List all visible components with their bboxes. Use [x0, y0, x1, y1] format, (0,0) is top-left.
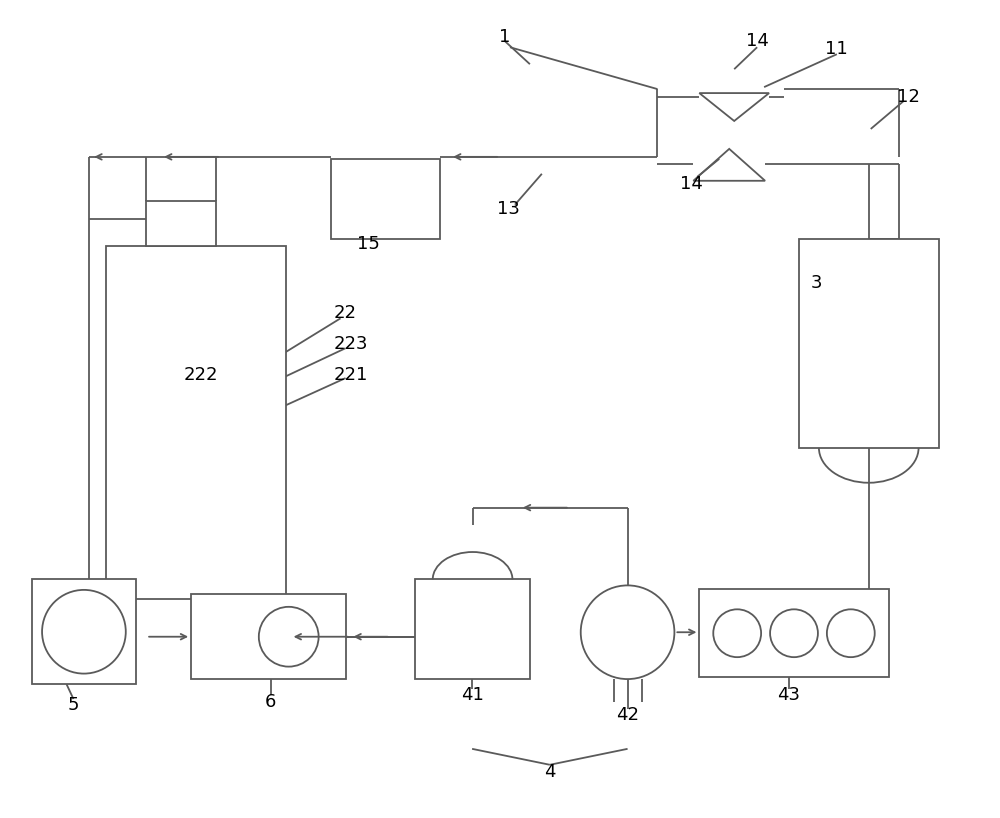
Text: 221: 221 — [333, 366, 368, 384]
Text: 6: 6 — [265, 693, 276, 711]
FancyBboxPatch shape — [799, 239, 939, 448]
Text: 3: 3 — [811, 274, 823, 292]
Text: 12: 12 — [897, 88, 920, 106]
FancyBboxPatch shape — [146, 200, 216, 245]
Text: 222: 222 — [184, 366, 218, 384]
Text: 223: 223 — [333, 335, 368, 353]
Text: 42: 42 — [616, 706, 639, 724]
Text: 14: 14 — [746, 32, 769, 50]
Text: 14: 14 — [680, 175, 703, 193]
Text: 41: 41 — [461, 686, 484, 704]
FancyBboxPatch shape — [415, 579, 530, 679]
Text: 4: 4 — [544, 762, 556, 780]
FancyBboxPatch shape — [699, 590, 889, 677]
Text: 5: 5 — [68, 696, 79, 714]
Text: 11: 11 — [825, 40, 848, 58]
Text: 22: 22 — [334, 304, 357, 322]
Text: 15: 15 — [357, 235, 380, 253]
FancyBboxPatch shape — [331, 159, 440, 239]
Text: 13: 13 — [497, 200, 519, 218]
Text: 1: 1 — [499, 29, 511, 47]
FancyBboxPatch shape — [106, 245, 286, 600]
FancyBboxPatch shape — [32, 579, 136, 684]
FancyBboxPatch shape — [191, 595, 346, 679]
Text: 43: 43 — [778, 686, 801, 704]
